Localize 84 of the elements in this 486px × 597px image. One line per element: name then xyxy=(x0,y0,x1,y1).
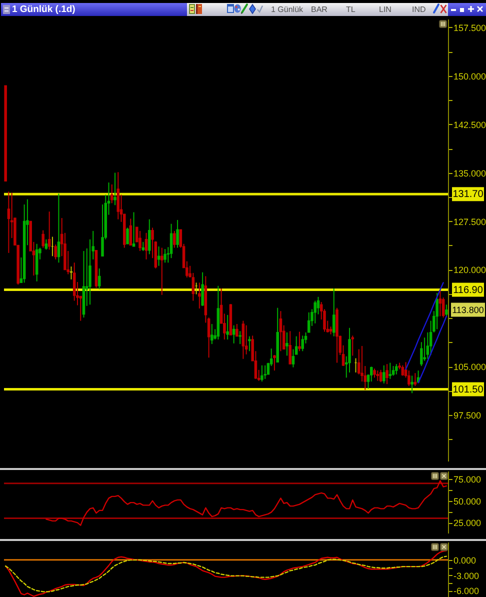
candlestick xyxy=(7,191,10,254)
ref-line-label: 131.70 xyxy=(452,189,484,200)
candlestick xyxy=(386,364,388,385)
candlestick xyxy=(176,219,179,248)
y-tick-label: 105.000 xyxy=(454,362,486,372)
candlestick xyxy=(373,368,376,378)
candlestick xyxy=(129,218,132,246)
candlestick xyxy=(279,310,282,352)
text: IND xyxy=(412,5,426,14)
y-tick-label: 127.500 xyxy=(454,216,486,227)
candlestick xyxy=(57,192,60,264)
candlestick xyxy=(288,330,292,365)
candlestick xyxy=(201,272,204,306)
candlestick xyxy=(170,223,173,259)
candlestick xyxy=(382,364,386,384)
candlestick xyxy=(264,364,266,380)
candlestick xyxy=(110,184,114,204)
candlestick xyxy=(332,288,336,337)
candlestick xyxy=(42,230,44,248)
candlestick xyxy=(420,342,423,367)
candlestick xyxy=(410,375,414,394)
candlestick xyxy=(414,372,417,387)
y-tick-label: 50.000 xyxy=(454,496,482,506)
candlestick xyxy=(273,354,276,372)
ref-line-label: 116.90 xyxy=(453,284,484,296)
candlestick xyxy=(142,241,145,252)
y-tick-label: 142.500 xyxy=(454,120,486,130)
candlestick xyxy=(114,172,116,206)
y-tick-label: 97.500 xyxy=(454,410,482,421)
candlestick xyxy=(72,262,76,302)
text: TL xyxy=(346,5,356,14)
y-tick-label: -6.000 xyxy=(454,586,480,596)
candlestick xyxy=(376,370,380,382)
candlestick xyxy=(198,282,201,309)
candlestick xyxy=(395,364,398,375)
candlestick xyxy=(164,248,166,264)
candlestick xyxy=(160,247,164,296)
candlestick xyxy=(54,244,57,260)
candlestick xyxy=(351,335,354,356)
y-tick-label: 150.000 xyxy=(454,71,486,82)
y-tick-label: 157.500 xyxy=(454,22,486,33)
candlestick xyxy=(379,369,382,383)
candlestick xyxy=(238,330,242,345)
y-tick-label: 120.000 xyxy=(454,265,486,276)
y-tick-label: 0.000 xyxy=(454,555,476,566)
candlestick xyxy=(392,366,395,376)
candlestick xyxy=(226,314,229,340)
candlestick xyxy=(314,300,316,324)
candlestick xyxy=(292,348,295,368)
candlestick xyxy=(445,304,448,317)
candlestick xyxy=(236,324,238,337)
candlestick xyxy=(370,366,373,382)
candlestick xyxy=(244,324,248,355)
candlestick xyxy=(132,212,136,247)
candlestick xyxy=(48,211,51,250)
candlestick xyxy=(148,218,151,255)
y-tick-label: -3.000 xyxy=(454,570,480,581)
candlestick xyxy=(286,332,288,356)
y-tick-label: 135.000 xyxy=(454,168,486,178)
candlestick xyxy=(436,292,438,330)
text: LIN xyxy=(379,5,392,14)
candlestick xyxy=(173,230,176,248)
y-tick-label: 75.000 xyxy=(454,474,482,484)
y-tick-label: 25.000 xyxy=(454,518,482,528)
line-series xyxy=(418,316,448,384)
ref-line-label: 101.50 xyxy=(452,384,484,396)
candlestick xyxy=(298,331,301,352)
candlestick xyxy=(301,335,304,352)
text: BAR xyxy=(311,5,328,14)
candlestick xyxy=(388,362,392,380)
chart-title: 1 Günlük (.1d) xyxy=(12,4,76,15)
candlestick xyxy=(126,227,129,244)
candlestick xyxy=(242,320,245,360)
candlestick xyxy=(138,230,142,252)
candlestick xyxy=(88,238,92,306)
text: 1 Günlük xyxy=(271,5,304,14)
text: 113.800 xyxy=(452,304,484,315)
candlestick xyxy=(116,172,120,220)
candlestick xyxy=(248,336,251,352)
candlestick xyxy=(44,238,48,250)
candlestick xyxy=(260,364,264,382)
candlestick xyxy=(144,232,148,260)
candlestick xyxy=(210,324,214,345)
line-series xyxy=(4,556,448,592)
